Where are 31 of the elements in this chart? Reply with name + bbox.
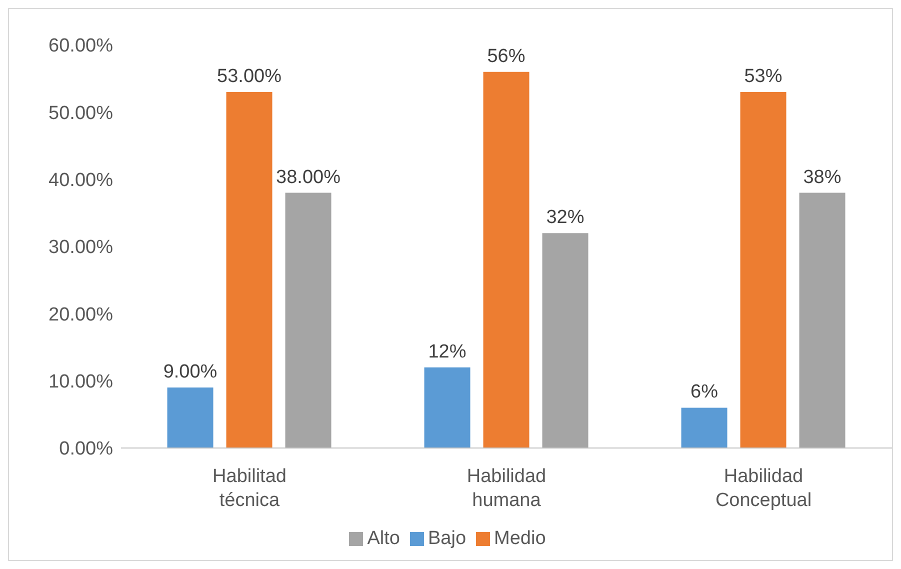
bar — [424, 367, 470, 448]
data-label: 9.00% — [163, 362, 218, 383]
x-tick-label: Habilidad Conceptual — [715, 466, 812, 511]
x-tick-label: Habilidad humana — [466, 466, 546, 511]
legend-label: Medio — [494, 528, 546, 549]
y-tick-label: 20.00% — [48, 304, 114, 326]
legend-label: Bajo — [428, 528, 466, 549]
y-tick-label: 40.00% — [48, 170, 114, 192]
data-label: 53% — [744, 66, 782, 88]
y-tick-label: 10.00% — [48, 372, 114, 393]
bar — [799, 192, 846, 448]
y-tick-label: 30.00% — [48, 237, 114, 258]
data-label: 56% — [487, 46, 526, 67]
data-label: 38% — [803, 166, 842, 188]
bar — [167, 388, 214, 448]
data-label: 53.00% — [217, 66, 282, 88]
bar — [681, 408, 728, 448]
bar — [483, 72, 530, 448]
data-label: 6% — [690, 382, 718, 403]
bar — [285, 192, 332, 448]
data-label: 38.00% — [276, 166, 341, 188]
bar — [226, 92, 272, 448]
y-tick-label: 50.00% — [48, 102, 114, 124]
data-label: 32% — [546, 207, 584, 228]
x-tick-label: Habilitad técnica — [212, 466, 286, 511]
y-tick-label: 0.00% — [59, 438, 114, 460]
bar — [542, 233, 588, 448]
y-tick-label: 60.00% — [48, 36, 114, 57]
legend-label: Alto — [367, 528, 400, 549]
bar — [740, 92, 786, 448]
data-label: 12% — [428, 341, 466, 362]
